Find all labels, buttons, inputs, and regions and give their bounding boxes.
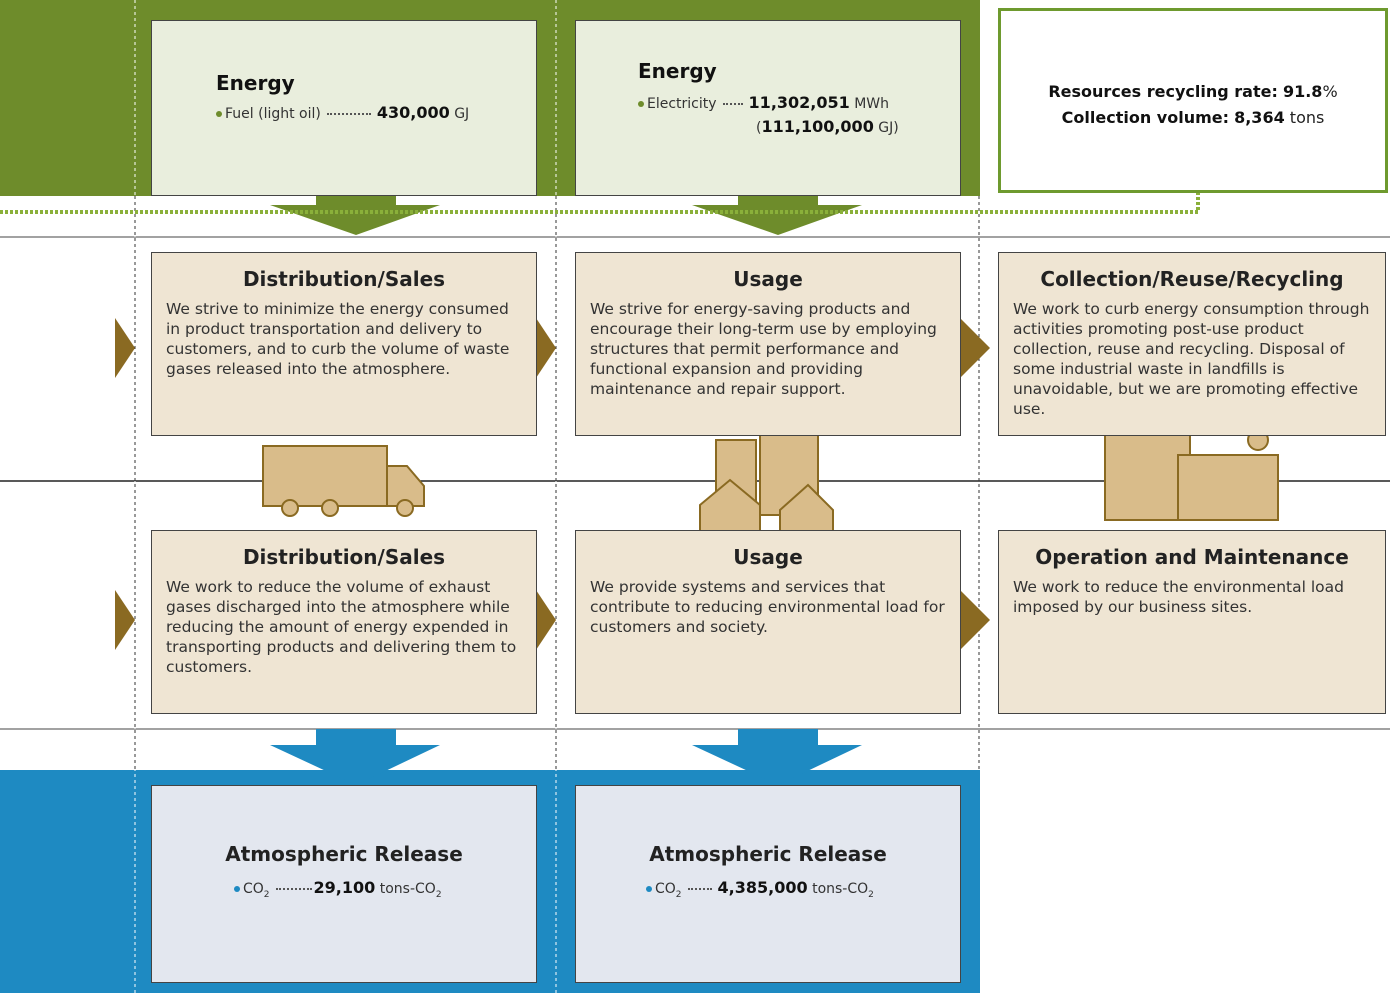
stage-title: Usage [576,267,960,291]
stage-text: We work to curb energy consumption throu… [1013,299,1375,419]
subscript: 2 [868,890,874,900]
substance: CO [243,881,264,897]
subscript: 2 [436,890,442,900]
label: Fuel (light oil) [225,106,321,122]
title: Atmospheric Release [152,842,536,866]
stage-box: Collection/Reuse/Recycling We work to cur… [998,252,1386,436]
label: Electricity [647,96,717,112]
stage-title: Operation and Maintenance [999,545,1385,569]
stage-title: Collection/Reuse/Recycling [999,267,1385,291]
value: 91.8 [1283,82,1322,101]
stage-box: Usage We provide systems and services tha… [575,530,961,714]
item: Fuel (light oil) 430,000 GJ [216,103,469,122]
stage-box: Distribution/Sales We work to reduce the … [151,530,537,714]
value: 11,302,051 [749,93,850,112]
stage-text: We strive to minimize the energy consume… [166,299,526,379]
stage-box: Distribution/Sales We strive to minimize … [151,252,537,436]
unit: GJ) [878,120,898,136]
recycling-box: Resources recycling rate: 91.8% Collecti… [998,8,1388,193]
label: Resources recycling rate: [1048,82,1278,101]
unit: tons-CO [380,881,436,897]
input-box: Energy Electricity 11,302,051 MWh (111,10… [575,20,961,196]
stage-box: Usage We strive for energy-saving product… [575,252,961,436]
item: Electricity 11,302,051 MWh [638,93,889,112]
stage-box: Operation and Maintenance We work to redu… [998,530,1386,714]
subscript: 2 [264,890,270,900]
subscript: 2 [676,890,682,900]
label: Collection volume: [1062,108,1229,127]
substance: CO [655,881,676,897]
value: 111,100,000 [761,117,873,136]
value: 4,385,000 [718,878,808,897]
recycling-text: Resources recycling rate: 91.8% Collecti… [1001,79,1385,131]
title: Atmospheric Release [576,842,960,866]
value: 8,364 [1234,108,1285,127]
unit: tons [1290,108,1325,127]
unit: MWh [854,96,889,112]
input-box: Energy Fuel (light oil) 430,000 GJ [151,20,537,196]
stage-text: We strive for energy-saving products and… [590,299,950,399]
value: 29,100 [314,878,376,897]
unit: tons-CO [812,881,868,897]
item-line2: (111,100,000 GJ) [756,117,899,136]
title: Energy [638,59,717,83]
unit: GJ [454,106,469,122]
unit: % [1322,82,1337,101]
page: Energy Fuel (light oil) 430,000 GJ Energy… [0,0,1390,993]
value: 430,000 [377,103,450,122]
stage-text: We work to reduce the environmental load… [1013,577,1375,617]
title: Energy [216,71,295,95]
stage-title: Usage [576,545,960,569]
stage-text: We work to reduce the volume of exhaust … [166,577,526,677]
stage-title: Distribution/Sales [152,545,536,569]
stage-text: We provide systems and services that con… [590,577,950,637]
stage-title: Distribution/Sales [152,267,536,291]
